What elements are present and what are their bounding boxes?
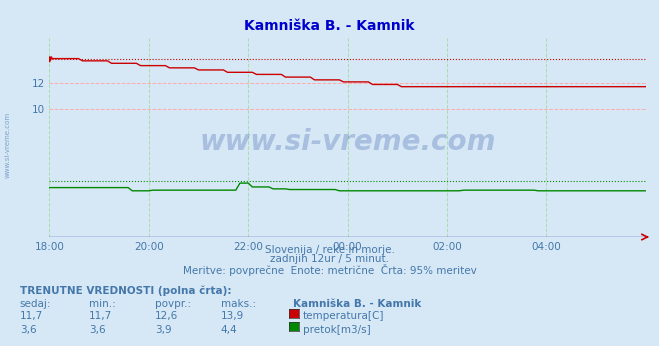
Text: Kamniška B. - Kamnik: Kamniška B. - Kamnik [293,299,422,309]
Text: Kamniška B. - Kamnik: Kamniška B. - Kamnik [244,19,415,33]
Text: TRENUTNE VREDNOSTI (polna črta):: TRENUTNE VREDNOSTI (polna črta): [20,285,231,296]
Text: 3,6: 3,6 [89,325,105,335]
Text: www.si-vreme.com: www.si-vreme.com [5,112,11,179]
Text: 11,7: 11,7 [89,311,112,321]
Text: 3,9: 3,9 [155,325,171,335]
Text: 11,7: 11,7 [20,311,43,321]
Text: pretok[m3/s]: pretok[m3/s] [303,325,371,335]
Text: temperatura[C]: temperatura[C] [303,311,385,321]
Text: povpr.:: povpr.: [155,299,191,309]
Text: Meritve: povprečne  Enote: metrične  Črta: 95% meritev: Meritve: povprečne Enote: metrične Črta:… [183,264,476,276]
Text: 13,9: 13,9 [221,311,244,321]
Text: sedaj:: sedaj: [20,299,51,309]
Text: min.:: min.: [89,299,116,309]
Text: maks.:: maks.: [221,299,256,309]
Text: 3,6: 3,6 [20,325,36,335]
Text: Slovenija / reke in morje.: Slovenija / reke in morje. [264,245,395,255]
Text: 12,6: 12,6 [155,311,178,321]
Text: 4,4: 4,4 [221,325,237,335]
Text: zadnjih 12ur / 5 minut.: zadnjih 12ur / 5 minut. [270,254,389,264]
Text: www.si-vreme.com: www.si-vreme.com [200,128,496,155]
